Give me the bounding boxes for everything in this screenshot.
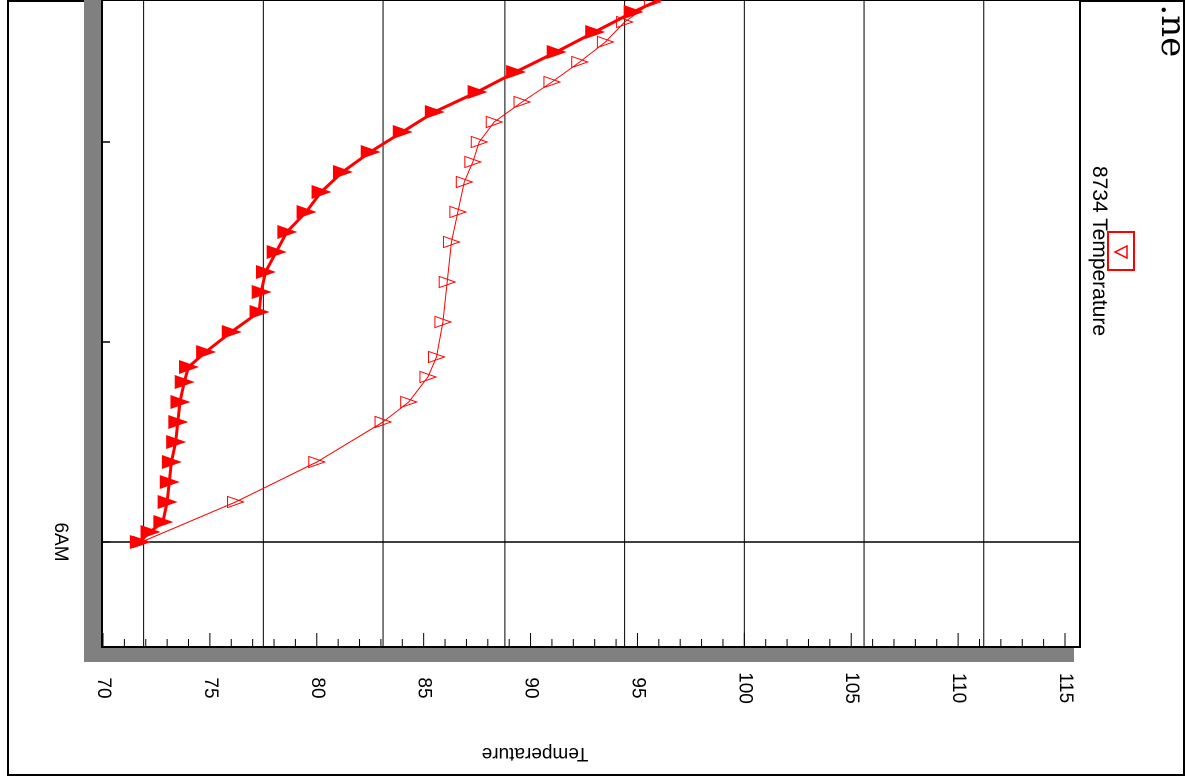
chart-title: ...ne [1153, 0, 1185, 57]
data-point [434, 315, 453, 329]
data-point [485, 115, 504, 129]
data-point [596, 35, 615, 49]
y-tick-label: 115 [1055, 673, 1076, 703]
data-point [424, 104, 445, 120]
series-line-0 [141, 0, 657, 543]
plot-frame-left [84, 0, 106, 662]
data-point [157, 494, 178, 510]
legend-label: 8734 Temperature [1088, 166, 1111, 336]
data-point [296, 204, 317, 220]
grid-lines [102, 0, 1080, 647]
data-point [266, 244, 287, 260]
data-point [585, 24, 606, 40]
y-tick-label: 110 [948, 673, 969, 703]
data-point [332, 164, 353, 180]
data-point [153, 514, 174, 530]
data-point [179, 359, 200, 375]
data-point [546, 44, 567, 60]
data-point [442, 235, 461, 249]
data-point [467, 84, 488, 100]
data-point [311, 184, 332, 200]
legend-triangle-icon [1113, 244, 1128, 260]
data-point [196, 344, 217, 360]
y-tick-label: 105 [841, 672, 862, 704]
data-point [571, 55, 590, 69]
data-point [449, 205, 468, 219]
data-point [643, 0, 662, 9]
y-tick-label: 80 [307, 677, 328, 698]
y-axis-title: Temperature [482, 743, 589, 764]
data-point [513, 95, 532, 109]
data-point [419, 370, 438, 384]
data-point [159, 474, 180, 490]
data-point [255, 264, 276, 280]
y-tick-label: 75 [200, 677, 221, 698]
data-point [455, 175, 474, 189]
axis-ticks [102, 141, 1066, 647]
data-point [161, 454, 182, 470]
y-tick-label: 70 [93, 677, 114, 698]
data-point [464, 155, 483, 169]
y-tick-label: 95 [627, 677, 648, 698]
data-point [623, 4, 644, 20]
data-point [166, 434, 187, 450]
data-point [277, 224, 298, 240]
data-point [543, 75, 562, 89]
data-point [140, 524, 161, 540]
data-point [249, 304, 270, 320]
data-point [129, 534, 150, 550]
data-point [221, 324, 242, 340]
data-point [360, 144, 381, 160]
data-point [251, 284, 272, 300]
plot-area [101, 0, 1081, 648]
data-point [308, 455, 327, 469]
data-point [506, 64, 527, 80]
y-tick-label: 85 [414, 677, 435, 698]
data-point [400, 395, 419, 409]
data-point [374, 415, 393, 429]
data-point [427, 350, 447, 364]
data-point [392, 124, 413, 140]
legend-marker-box [1107, 231, 1135, 271]
y-tick-label: 100 [734, 672, 755, 704]
legend: 8734 Temperature [1088, 166, 1135, 336]
series-layer [129, 0, 663, 550]
data-point [470, 135, 489, 149]
y-tick-label: 90 [521, 677, 542, 698]
data-point [174, 374, 195, 390]
data-point [438, 275, 457, 289]
data-point [170, 394, 191, 410]
data-point [227, 495, 246, 509]
x-tick-label-6am: 6AM [50, 522, 71, 561]
data-point [168, 414, 189, 430]
tick-labels: 70 75 80 85 90 95 100 105 110 115 [93, 672, 1076, 704]
